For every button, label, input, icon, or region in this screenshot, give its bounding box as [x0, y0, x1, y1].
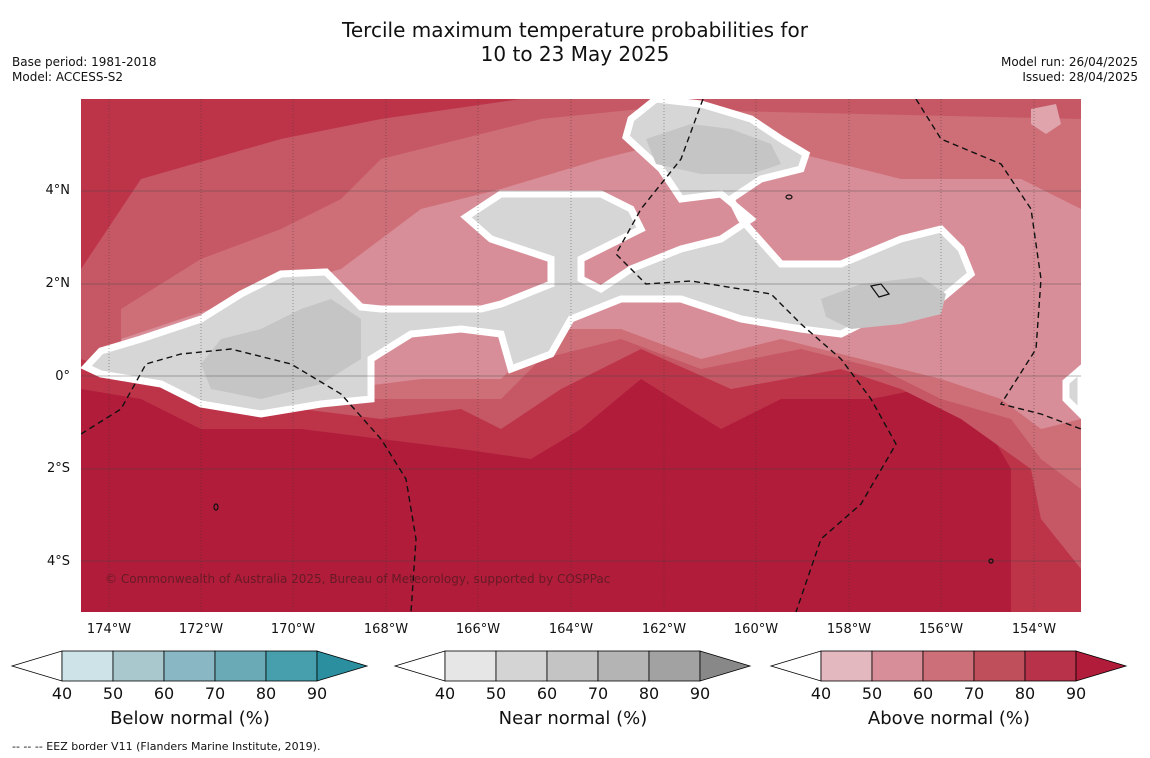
cb-near-seg-0 [393, 650, 446, 682]
near-normal-east-edge [1062, 364, 1081, 419]
cb-above-seg-5 [1024, 650, 1077, 682]
colorbar-above-normal-svg [769, 650, 1128, 682]
x-tick-164w: 164°W [548, 622, 594, 637]
model-run: Model run: 26/04/2025 [1000, 55, 1138, 69]
cb-near-tick: 80 [638, 684, 660, 703]
y-tick-4n: 4°N [45, 183, 71, 198]
title-line-2: 10 to 23 May 2025 [480, 42, 670, 66]
x-tick-160w: 160°W [733, 622, 779, 637]
cb-near-tick: 90 [689, 684, 711, 703]
colorbar-below-normal [10, 650, 370, 682]
cb-above-seg-0 [769, 650, 822, 682]
cb-above-tick: 70 [963, 684, 985, 703]
meta-right: Model run: 26/04/2025 Issued: 28/04/2025 [1001, 55, 1138, 85]
cb-below-seg-1 [61, 650, 114, 682]
x-tick-168w: 168°W [363, 622, 409, 637]
colorbar-near-normal-svg [393, 650, 752, 682]
cb-below-tick: 50 [102, 684, 124, 703]
base-period: Base period: 1981-2018 [12, 55, 157, 69]
cb-near-seg-3 [546, 650, 599, 682]
colorbar-above-label: Above normal (%) [867, 708, 1031, 729]
copyright-notice: © Commonwealth of Australia 2025, Bureau… [105, 572, 611, 586]
islands [213, 194, 994, 564]
map-panel [81, 99, 1081, 612]
cb-below-seg-4 [214, 650, 267, 682]
above-50-isle [1031, 104, 1061, 134]
cb-above-tick: 40 [810, 684, 832, 703]
cb-near-seg-2 [495, 650, 548, 682]
x-tick-166w: 166°W [455, 622, 501, 637]
cb-below-seg-3 [163, 650, 216, 682]
cb-above-tick: 60 [912, 684, 934, 703]
cb-near-tick: 60 [536, 684, 558, 703]
cb-below-tick: 90 [306, 684, 328, 703]
cb-above-seg-4 [973, 650, 1026, 682]
x-tick-154w: 154°W [1011, 622, 1057, 637]
colorbar-near-label: Near normal (%) [498, 708, 648, 729]
x-tick-170w: 170°W [270, 622, 316, 637]
cb-above-seg-2 [871, 650, 924, 682]
cb-near-seg-5 [648, 650, 701, 682]
probability-map [81, 99, 1081, 612]
near-normal-60-north [646, 124, 781, 174]
near-normal-60-core [201, 299, 361, 399]
near-normal-60-east [821, 277, 946, 329]
cb-below-seg-6 [316, 650, 369, 682]
colorbar-below-normal-svg [10, 650, 369, 682]
cb-near-tick: 70 [587, 684, 609, 703]
cb-near-tick: 50 [485, 684, 507, 703]
cb-above-tick: 90 [1065, 684, 1087, 703]
y-tick-2n: 2°N [45, 276, 71, 291]
x-tick-158w: 158°W [826, 622, 872, 637]
cb-below-tick: 60 [153, 684, 175, 703]
issued-date: Issued: 28/04/2025 [1022, 70, 1138, 84]
x-tick-162w: 162°W [641, 622, 687, 637]
eez-borders [81, 99, 1081, 612]
cb-above-tick: 50 [861, 684, 883, 703]
y-tick-4s: 4°S [46, 554, 70, 569]
latitude-lines [81, 190, 1081, 562]
cb-above-tick: 80 [1014, 684, 1036, 703]
cb-below-tick: 40 [51, 684, 73, 703]
x-tick-156w: 156°W [918, 622, 964, 637]
colorbar-near-normal [393, 650, 753, 682]
colorbar-below-label: Below normal (%) [110, 708, 270, 729]
cb-below-seg-0 [10, 650, 63, 682]
cb-below-tick: 70 [204, 684, 226, 703]
y-tick-0: 0° [55, 369, 70, 384]
x-tick-174w: 174°W [86, 622, 132, 637]
cb-above-seg-1 [820, 650, 873, 682]
colorbar-above-normal [769, 650, 1129, 682]
cb-below-tick: 80 [255, 684, 277, 703]
cb-above-seg-3 [922, 650, 975, 682]
cb-below-seg-2 [112, 650, 165, 682]
cb-near-seg-1 [444, 650, 497, 682]
x-tick-172w: 172°W [178, 622, 224, 637]
eez-border-note: -- -- -- EEZ border V11 (Flanders Marine… [12, 740, 321, 753]
map-title: Tercile maximum temperature probabilitie… [0, 18, 1150, 66]
cb-near-seg-4 [597, 650, 650, 682]
y-tick-2s: 2°S [46, 461, 70, 476]
cb-below-seg-5 [265, 650, 318, 682]
title-line-1: Tercile maximum temperature probabilitie… [342, 18, 808, 42]
meta-left: Base period: 1981-2018 Model: ACCESS-S2 [12, 55, 157, 85]
cb-near-tick: 40 [434, 684, 456, 703]
cb-above-seg-6 [1075, 650, 1128, 682]
cb-near-seg-6 [699, 650, 752, 682]
model-name: Model: ACCESS-S2 [12, 70, 124, 84]
